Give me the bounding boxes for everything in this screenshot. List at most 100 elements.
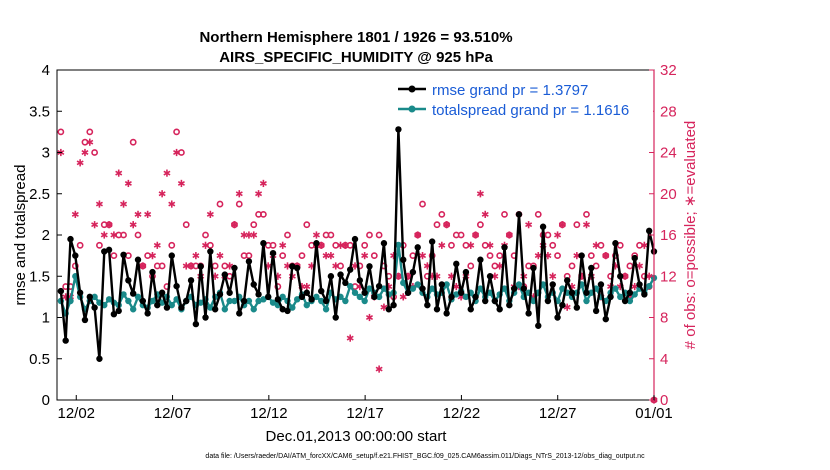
obs-evaluated-stroke (71, 211, 79, 217)
totalspread-point (197, 299, 204, 306)
obs-evaluated-stroke (534, 253, 542, 259)
obs-evaluated-stroke (332, 263, 340, 269)
totalspread-point (626, 297, 634, 305)
obs-possible-marker (554, 252, 561, 260)
rmse-point (621, 297, 629, 305)
rmse-point (284, 307, 291, 315)
totalspread-point (221, 306, 229, 313)
x-tick-label: 12/27 (539, 405, 577, 422)
rmse-point (289, 263, 296, 270)
obs-evaluated-stroke (139, 263, 147, 269)
obs-evaluated-marker (148, 252, 156, 260)
plot-area (57, 70, 654, 400)
obs-evaluated-marker (81, 148, 89, 157)
obs-possible-marker (476, 221, 484, 229)
rmse-point (202, 314, 209, 321)
obs-evaluated-marker (361, 252, 369, 260)
rmse-point (332, 314, 339, 321)
legend: rmse grand pr = 1.3797 totalspread grand… (393, 77, 653, 121)
obs-evaluated-stroke (216, 253, 224, 259)
rmse-point (269, 249, 277, 257)
obs-evaluated-marker (558, 221, 566, 229)
rmse-point (356, 277, 364, 284)
rmse-point (76, 289, 84, 296)
y-tick-right-label: 20 (660, 186, 677, 203)
obs-evaluated-marker (602, 252, 610, 260)
totalspread-point (303, 301, 310, 309)
obs-evaluated-marker (216, 252, 224, 260)
obs-possible-marker (144, 252, 152, 260)
totalspread-point (356, 293, 364, 301)
obs-evaluated-marker (640, 241, 648, 249)
obs-possible-marker (496, 252, 504, 260)
rmse-point (617, 273, 624, 280)
obs-evaluated-marker (525, 221, 533, 229)
obs-evaluated-stroke (173, 150, 181, 155)
obs-evaluated-stroke (279, 242, 287, 248)
obs-evaluated-marker (476, 190, 484, 198)
obs-evaluated-stroke (438, 242, 446, 248)
rmse-point (583, 289, 590, 296)
totalspread-point (125, 297, 132, 305)
totalspread-point (289, 304, 296, 311)
x-tick-label: 12/07 (154, 405, 192, 422)
obs-possible-marker (134, 231, 142, 239)
rmse-point (404, 289, 412, 296)
rmse-point (607, 293, 614, 301)
rmse-point (67, 235, 74, 243)
rmse-point (424, 301, 431, 309)
rmse-point (129, 290, 137, 297)
rmse-point (192, 320, 200, 328)
y-tick-right-label: 4 (660, 351, 668, 368)
obs-possible-marker (202, 231, 209, 239)
y-tick-right-label: 32 (660, 62, 677, 79)
obs-possible-marker (57, 128, 65, 136)
totalspread-point (255, 297, 262, 305)
rmse-point (554, 314, 561, 321)
rmse-point (226, 289, 233, 296)
obs-evaluated-stroke (640, 242, 648, 248)
totalspread-point (120, 291, 127, 298)
rmse-point (168, 252, 175, 259)
obs-evaluated-marker (115, 169, 123, 177)
obs-evaluated-marker (341, 241, 349, 249)
obs-possible-marker (76, 241, 84, 249)
obs-possible-marker (259, 210, 267, 218)
rmse-point (395, 126, 402, 133)
rmse-point (482, 297, 489, 305)
y-tick-right-label: 16 (660, 227, 677, 244)
obs-evaluated-stroke (91, 222, 99, 228)
obs-evaluated-stroke (168, 201, 176, 207)
chart-subtitle: AIRS_SPECIFIC_HUMIDITY @ 925 hPa (219, 49, 493, 66)
totalspread-point (395, 241, 402, 249)
rmse-point (515, 211, 523, 218)
obs-possible-marker (370, 252, 378, 260)
obs-evaluated-marker (153, 241, 161, 249)
rmse-point (236, 310, 243, 317)
obs-possible-marker (298, 252, 306, 260)
obs-evaluated-marker (467, 241, 475, 249)
rmse-point (400, 256, 407, 263)
rmse-point (496, 306, 503, 313)
totalspread-point (322, 306, 330, 313)
obs-evaluated-stroke (192, 253, 200, 259)
obs-possible-marker (568, 262, 576, 270)
totalspread-point (380, 285, 388, 292)
obs-possible-marker (361, 241, 369, 249)
rmse-point (154, 301, 161, 309)
obs-evaluated-stroke (250, 232, 258, 238)
legend-rmse-label: rmse grand pr = 1.3797 (432, 82, 588, 99)
obs-evaluated-marker (327, 252, 335, 260)
totalspread-point (583, 297, 590, 305)
obs-evaluated-marker (346, 334, 354, 342)
rmse-point (250, 281, 257, 288)
obs-possible-marker (457, 231, 465, 239)
obs-evaluated-stroke (134, 211, 142, 217)
totalspread-point (501, 285, 508, 292)
obs-evaluated-stroke (124, 180, 132, 186)
rmse-point (62, 337, 69, 344)
obs-evaluated-stroke (76, 160, 84, 166)
obs-evaluated-marker (202, 241, 210, 249)
rmse-point (443, 310, 450, 317)
y-tick-left-label: 1 (42, 310, 50, 327)
